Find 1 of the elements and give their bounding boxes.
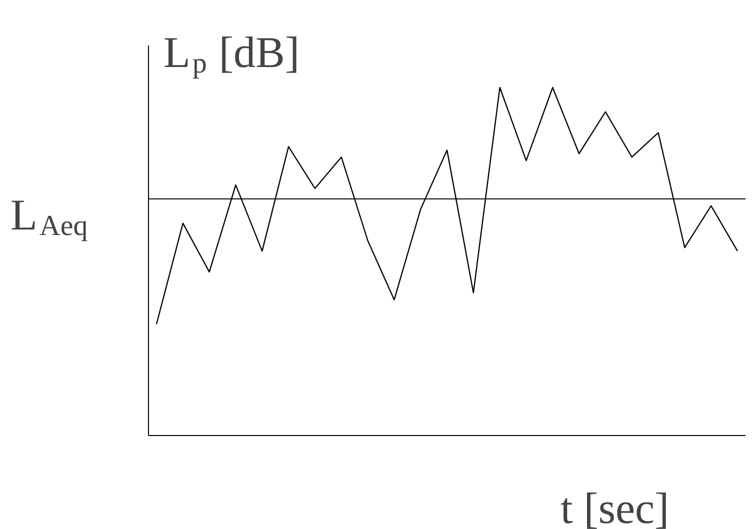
x-axis-title: t [sec] [560,484,670,529]
